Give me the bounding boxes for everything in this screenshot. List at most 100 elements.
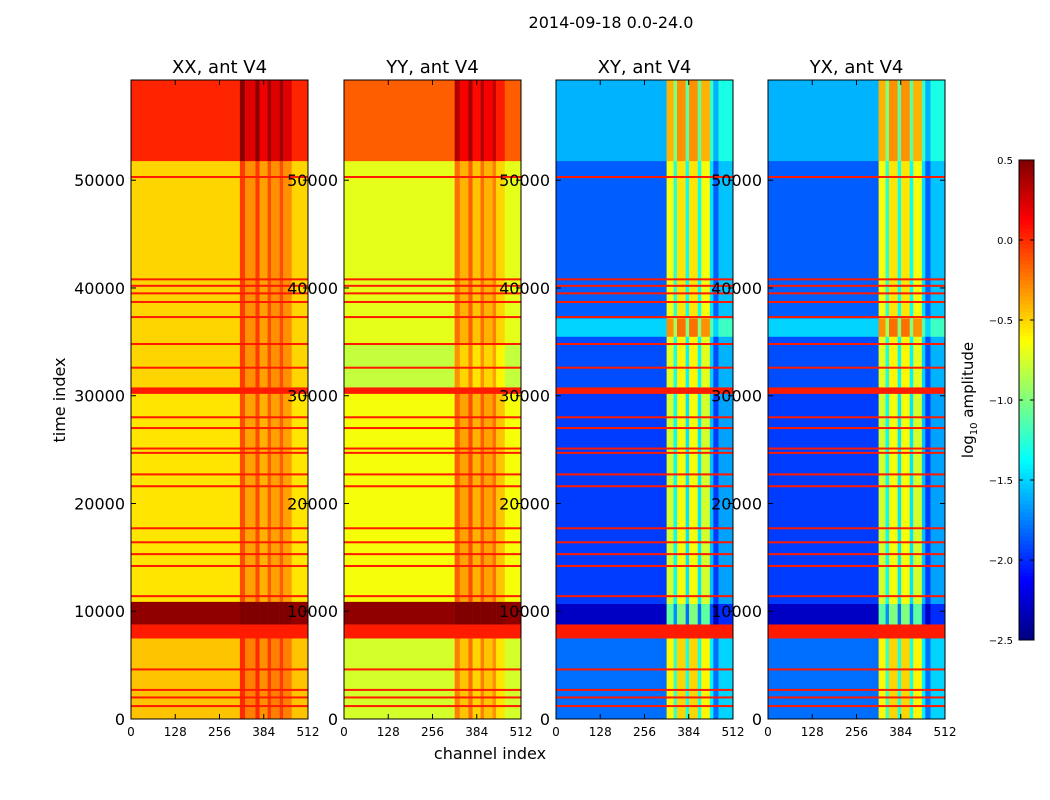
- heatmap-cell: [344, 624, 455, 639]
- heatmap-cell: [291, 80, 309, 162]
- colorbar-segment: [1019, 604, 1034, 609]
- heatmap-cell: [504, 638, 522, 720]
- heatmap-cell: [713, 393, 719, 604]
- heatmap-cell: [472, 393, 481, 602]
- panel-title: XY, ant V4: [598, 57, 692, 78]
- heatmap-cell: [556, 387, 667, 394]
- x-tick-label: 384: [465, 725, 488, 739]
- x-tick-label: 384: [252, 725, 275, 739]
- panel-3: YX, ant V4 0 128 256 384 512 0 10000 20000 30000 4…: [711, 57, 956, 739]
- colorbar-segment: [1019, 572, 1034, 577]
- heatmap-cell: [913, 336, 923, 388]
- heatmap-cell: [283, 624, 293, 639]
- flagged-row: [556, 696, 733, 699]
- heatmap-cell: [492, 80, 497, 162]
- flagged-row: [344, 416, 521, 419]
- heatmap-cell: [283, 80, 293, 162]
- heatmap-cell: [913, 393, 923, 604]
- heatmap-cell: [454, 624, 461, 639]
- heatmap-cell: [713, 603, 719, 625]
- flagged-row: [344, 284, 521, 287]
- colorbar-segment: [1019, 168, 1034, 173]
- heatmap-cell: [709, 603, 714, 625]
- heatmap-cell: [888, 387, 898, 394]
- flagged-row: [344, 343, 521, 346]
- heatmap-cell: [472, 344, 481, 388]
- colorbar-segment: [1019, 584, 1034, 589]
- heatmap-cell: [901, 638, 911, 720]
- colorbar-segment: [1019, 172, 1034, 177]
- heatmap-cell: [913, 624, 923, 639]
- heatmap-cell: [271, 638, 280, 720]
- colorbar-label: log10 amplitude: [959, 342, 980, 458]
- x-tick-label: 512: [722, 725, 745, 739]
- heatmap-cell: [909, 603, 914, 625]
- heatmap-cell: [689, 638, 699, 720]
- colorbar-segment: [1019, 552, 1034, 557]
- colorbar-segment: [1019, 472, 1034, 477]
- y-tick-label: 10000: [287, 602, 338, 621]
- heatmap-cell: [279, 601, 284, 625]
- colorbar-label-base: log: [959, 435, 977, 458]
- heatmap-cell: [480, 80, 485, 162]
- colorbar-tick-label: −1.5: [989, 476, 1013, 487]
- colorbar-segment: [1019, 328, 1034, 333]
- flagged-row: [768, 284, 945, 287]
- colorbar-segment: [1019, 412, 1034, 417]
- colorbar-segment: [1019, 316, 1034, 321]
- x-tick-label: 128: [377, 725, 400, 739]
- colorbar-segment: [1019, 360, 1034, 365]
- heatmap-cell: [913, 603, 923, 625]
- colorbar-segment: [1019, 464, 1034, 469]
- heatmap-cell: [676, 624, 686, 639]
- heatmap-cell: [504, 387, 522, 394]
- flagged-row: [131, 300, 308, 303]
- heatmap-cell: [709, 624, 714, 639]
- y-tick-label: 0: [115, 710, 125, 729]
- colorbar-segment: [1019, 312, 1034, 317]
- heatmap-cell: [697, 393, 702, 604]
- flagged-row: [768, 705, 945, 708]
- heatmap-cell: [454, 344, 461, 388]
- y-tick-label: 20000: [711, 494, 762, 513]
- heatmap-cell: [459, 160, 469, 345]
- heatmap-cell: [713, 638, 719, 720]
- heatmap-cell: [131, 601, 241, 625]
- heatmap-cell: [930, 336, 946, 388]
- heatmap-cell: [666, 387, 674, 394]
- heatmap-cell: [484, 601, 493, 625]
- heatmap-cell: [267, 638, 272, 720]
- colorbar-segment: [1019, 208, 1034, 213]
- flagged-row: [344, 175, 521, 178]
- heatmap-cell: [897, 336, 902, 388]
- colorbar-segment: [1019, 544, 1034, 549]
- heatmap-cell: [245, 393, 256, 602]
- heatmap-cell: [909, 393, 914, 604]
- heatmap-cell: [709, 336, 714, 388]
- flagged-row: [131, 473, 308, 476]
- heatmap-cell: [468, 393, 473, 602]
- flagged-row: [131, 485, 308, 488]
- heatmap-cell: [504, 344, 522, 388]
- heatmap-cell: [909, 624, 914, 639]
- heatmap-cell: [245, 387, 256, 394]
- x-tick-label: 512: [510, 725, 533, 739]
- heatmap-cell: [480, 601, 485, 625]
- flagged-row: [556, 688, 733, 691]
- flagged-row: [556, 447, 733, 450]
- heatmap-cell: [676, 80, 686, 162]
- heatmap-cell: [713, 80, 719, 162]
- colorbar-segment: [1019, 396, 1034, 401]
- heatmap-cell: [459, 387, 469, 394]
- heatmap-cell: [676, 387, 686, 394]
- heatmap-cell: [454, 80, 461, 162]
- flagged-row: [768, 278, 945, 281]
- heatmap-cell: [454, 638, 461, 720]
- x-tick-label: 0: [127, 725, 135, 739]
- flagged-row: [344, 427, 521, 430]
- suptitle: 2014-09-18 0.0-24.0: [529, 13, 694, 32]
- colorbar-segment: [1019, 600, 1034, 605]
- heatmap-cell: [901, 80, 911, 162]
- heatmap-cell: [718, 336, 734, 388]
